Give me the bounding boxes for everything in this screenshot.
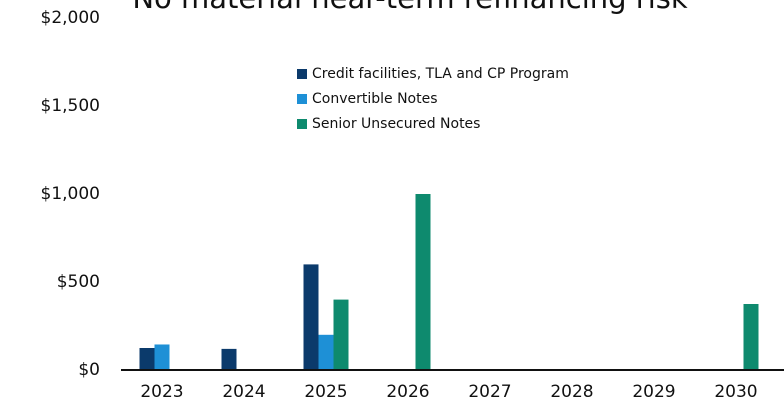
bar (743, 304, 759, 370)
x-tick-label: 2023 (140, 382, 183, 400)
bar (221, 348, 237, 370)
x-tick-label: 2026 (386, 382, 429, 400)
chart-title: No material near-term refinancing risk (132, 0, 688, 15)
bar (154, 344, 170, 370)
bar (333, 299, 349, 370)
legend-swatch (297, 69, 307, 79)
x-tick-label: 2028 (550, 382, 593, 400)
x-tick-label: 2025 (304, 382, 347, 400)
x-tick-label: 2030 (714, 382, 757, 400)
x-tick-label: 2024 (222, 382, 265, 400)
legend-swatch (297, 119, 307, 129)
legend-label: Senior Unsecured Notes (312, 116, 480, 132)
bar (303, 264, 319, 370)
y-tick-label: $2,000 (41, 8, 100, 28)
legend-label: Credit facilities, TLA and CP Program (312, 66, 569, 82)
bar (415, 194, 431, 370)
y-tick-label: $1,500 (41, 96, 100, 116)
x-tick-label: 2029 (632, 382, 675, 400)
x-tick-label: 2027 (468, 382, 511, 400)
legend-swatch (297, 94, 307, 104)
legend-label: Convertible Notes (312, 91, 438, 107)
bar (318, 334, 334, 370)
bar (139, 348, 155, 370)
y-tick-label: $500 (57, 272, 100, 292)
y-tick-label: $0 (78, 360, 100, 380)
y-tick-label: $1,000 (41, 184, 100, 204)
